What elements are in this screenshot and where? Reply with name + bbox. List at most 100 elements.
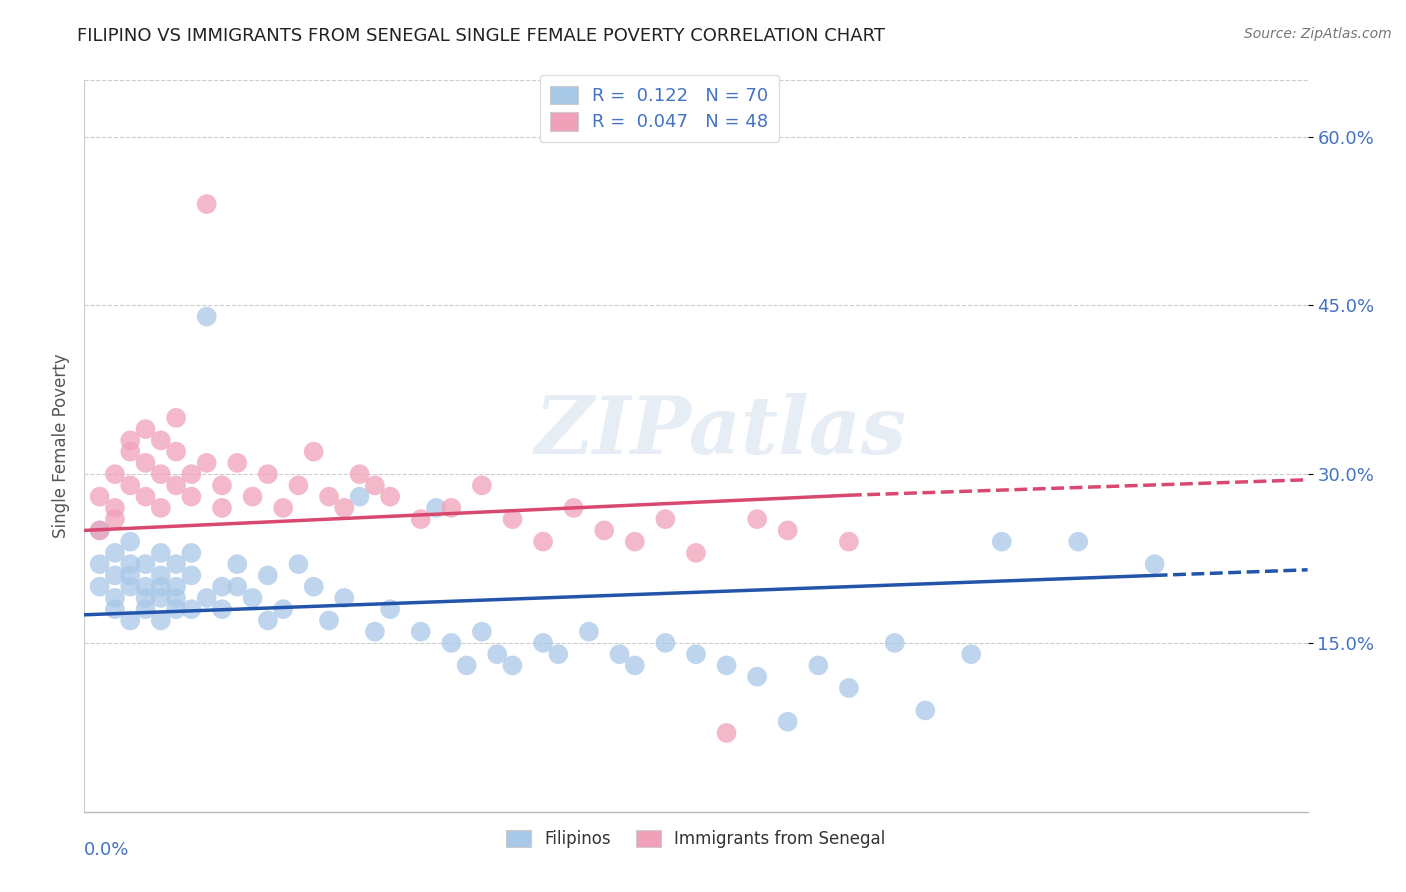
- Text: FILIPINO VS IMMIGRANTS FROM SENEGAL SINGLE FEMALE POVERTY CORRELATION CHART: FILIPINO VS IMMIGRANTS FROM SENEGAL SING…: [77, 27, 886, 45]
- Point: [486, 647, 509, 661]
- Point: [149, 580, 172, 594]
- Point: [120, 614, 142, 628]
- Point: [271, 602, 294, 616]
- Point: [226, 580, 249, 594]
- Point: [242, 591, 264, 605]
- Point: [991, 534, 1014, 549]
- Point: [578, 624, 600, 639]
- Point: [180, 490, 202, 504]
- Point: [380, 602, 402, 616]
- Point: [531, 534, 554, 549]
- Point: [195, 310, 218, 324]
- Point: [165, 444, 187, 458]
- Point: [149, 614, 172, 628]
- Point: [104, 500, 127, 515]
- Point: [104, 512, 127, 526]
- Point: [242, 490, 264, 504]
- Point: [135, 557, 157, 571]
- Point: [624, 534, 647, 549]
- Point: [364, 624, 387, 639]
- Point: [135, 422, 157, 436]
- Point: [165, 602, 187, 616]
- Point: [135, 580, 157, 594]
- Point: [211, 602, 233, 616]
- Point: [104, 546, 127, 560]
- Point: [120, 534, 142, 549]
- Point: [531, 636, 554, 650]
- Point: [807, 658, 830, 673]
- Point: [104, 602, 127, 616]
- Point: [195, 197, 218, 211]
- Point: [776, 524, 799, 538]
- Point: [440, 636, 463, 650]
- Point: [716, 658, 738, 673]
- Point: [1067, 534, 1090, 549]
- Point: [135, 456, 157, 470]
- Point: [593, 524, 616, 538]
- Point: [180, 568, 202, 582]
- Point: [349, 467, 371, 482]
- Point: [165, 478, 187, 492]
- Point: [104, 568, 127, 582]
- Point: [318, 614, 340, 628]
- Point: [333, 591, 356, 605]
- Point: [257, 568, 280, 582]
- Point: [914, 703, 936, 717]
- Point: [89, 580, 111, 594]
- Point: [89, 524, 111, 538]
- Point: [685, 546, 707, 560]
- Point: [149, 591, 172, 605]
- Point: [349, 490, 371, 504]
- Point: [1143, 557, 1166, 571]
- Point: [180, 602, 202, 616]
- Point: [149, 568, 172, 582]
- Point: [287, 478, 309, 492]
- Point: [226, 557, 249, 571]
- Point: [287, 557, 309, 571]
- Point: [211, 500, 233, 515]
- Point: [838, 681, 860, 695]
- Point: [149, 546, 172, 560]
- Point: [364, 478, 387, 492]
- Point: [502, 658, 524, 673]
- Point: [104, 467, 127, 482]
- Point: [120, 444, 142, 458]
- Point: [271, 500, 294, 515]
- Point: [456, 658, 478, 673]
- Point: [120, 568, 142, 582]
- Point: [149, 467, 172, 482]
- Point: [302, 580, 325, 594]
- Point: [104, 591, 127, 605]
- Point: [425, 500, 447, 515]
- Point: [180, 546, 202, 560]
- Point: [318, 490, 340, 504]
- Point: [149, 500, 172, 515]
- Point: [409, 512, 432, 526]
- Point: [135, 602, 157, 616]
- Point: [120, 580, 142, 594]
- Point: [195, 456, 218, 470]
- Point: [547, 647, 569, 661]
- Point: [685, 647, 707, 661]
- Point: [211, 580, 233, 594]
- Point: [135, 490, 157, 504]
- Point: [180, 467, 202, 482]
- Point: [89, 524, 111, 538]
- Point: [716, 726, 738, 740]
- Point: [333, 500, 356, 515]
- Point: [654, 636, 676, 650]
- Point: [440, 500, 463, 515]
- Point: [960, 647, 983, 661]
- Text: 0.0%: 0.0%: [84, 841, 129, 859]
- Point: [226, 456, 249, 470]
- Point: [409, 624, 432, 639]
- Point: [471, 624, 494, 639]
- Point: [211, 478, 233, 492]
- Point: [120, 434, 142, 448]
- Point: [776, 714, 799, 729]
- Point: [135, 591, 157, 605]
- Point: [747, 670, 769, 684]
- Point: [838, 534, 860, 549]
- Point: [609, 647, 631, 661]
- Point: [89, 557, 111, 571]
